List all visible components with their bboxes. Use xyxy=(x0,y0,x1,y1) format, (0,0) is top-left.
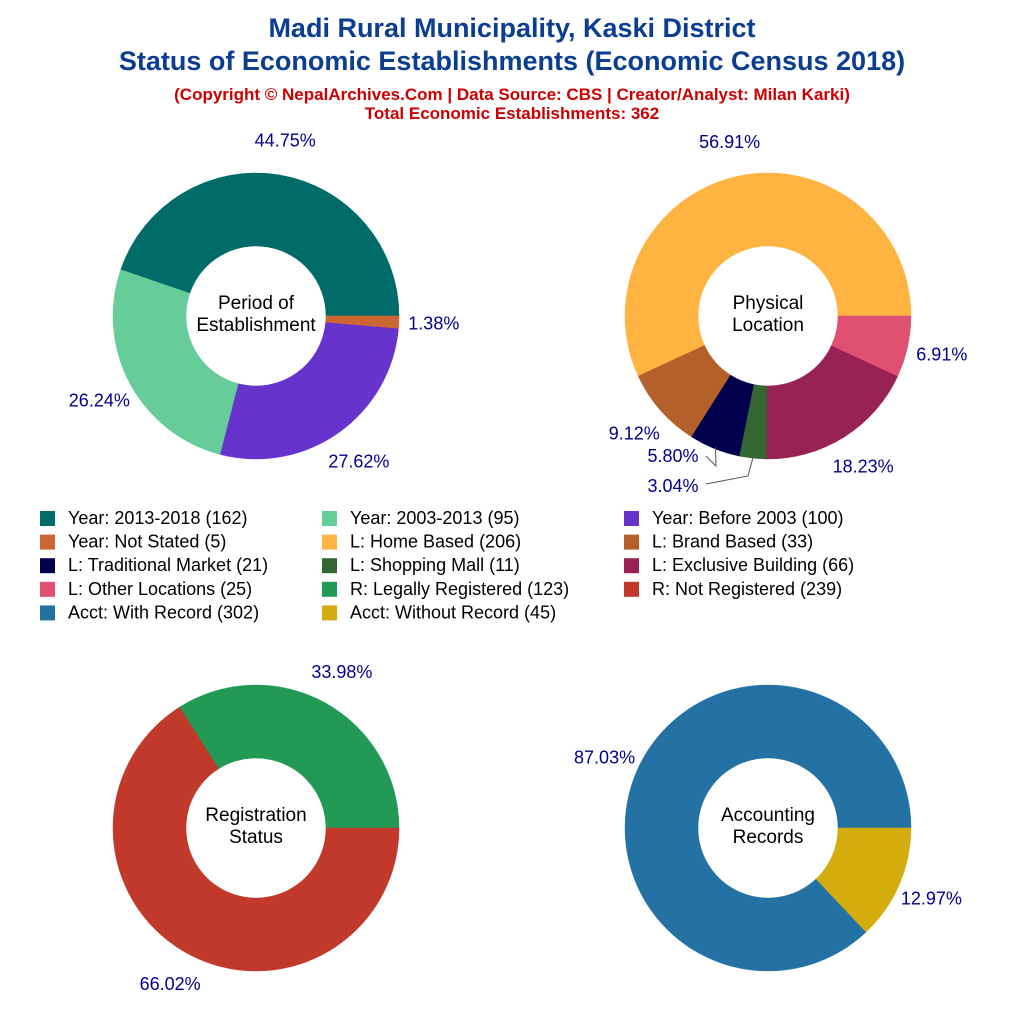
legend-swatch xyxy=(322,511,337,526)
legend-label: Year: Not Stated (5) xyxy=(68,532,226,552)
percent-label: 56.91% xyxy=(699,132,760,152)
percent-label: 27.62% xyxy=(328,451,389,471)
subtitle-line-2: Total Economic Establishments: 362 xyxy=(365,104,659,123)
legend-swatch xyxy=(40,605,55,621)
center-label: Accounting xyxy=(721,805,815,826)
legend-swatch xyxy=(322,558,337,574)
slice-year-2003-2013-95- xyxy=(112,269,239,455)
percent-label: 1.38% xyxy=(408,314,459,334)
slice-acct-with-record-302- xyxy=(624,684,912,972)
legend-item: L: Brand Based (33) xyxy=(624,532,813,552)
title-line-1: Madi Rural Municipality, Kaski District xyxy=(268,13,755,43)
legend-swatch xyxy=(40,558,55,574)
slice-year-not-stated-5- xyxy=(325,315,400,329)
subtitle-line-1: (Copyright © NepalArchives.Com | Data So… xyxy=(174,85,850,104)
legend-label: L: Brand Based (33) xyxy=(652,532,813,552)
legend-item: L: Exclusive Building (66) xyxy=(624,555,854,575)
slice-l-other-locations-25- xyxy=(831,315,912,377)
percent-label: 87.03% xyxy=(574,747,635,767)
legend-label: L: Shopping Mall (11) xyxy=(350,555,520,575)
legend-item: Year: 2003-2013 (95) xyxy=(322,508,519,528)
title-line-2: Status of Economic Establishments (Econo… xyxy=(119,46,905,76)
leader-line xyxy=(705,446,717,468)
center-label: Registration xyxy=(205,805,306,826)
legend-swatch xyxy=(624,511,639,526)
legend-item: Year: 2013-2018 (162) xyxy=(40,508,247,528)
center-label: Records xyxy=(733,827,804,848)
leader-line xyxy=(705,456,754,485)
percent-label: 44.75% xyxy=(255,130,316,150)
legend-item: R: Not Registered (239) xyxy=(624,579,842,599)
center-label: Status xyxy=(229,827,283,848)
legend-label: Acct: With Record (302) xyxy=(68,602,259,622)
center-label: Physical xyxy=(733,293,804,314)
donut-chart-2: 56.91% 9.12% 5.80% 3.04% 18.23% 6.91% Physical… xyxy=(609,132,968,496)
center-label: Period of xyxy=(218,293,295,314)
legend-item: L: Home Based (206) xyxy=(322,532,521,552)
slice-r-not-registered-239- xyxy=(112,706,400,972)
legend-item: L: Traditional Market (21) xyxy=(40,555,268,575)
center-label: Establishment xyxy=(196,315,316,336)
slice-year-2013-2018-162- xyxy=(120,172,400,317)
percent-label: 66.02% xyxy=(140,974,201,994)
legend-label: Year: 2003-2013 (95) xyxy=(350,508,519,528)
legend-label: L: Exclusive Building (66) xyxy=(652,555,854,575)
percent-label: 18.23% xyxy=(833,456,894,476)
legend-swatch xyxy=(624,534,639,550)
legend-item: R: Legally Registered (123) xyxy=(322,579,569,599)
percent-label: 6.91% xyxy=(916,344,967,364)
slice-year-before-2003-100- xyxy=(220,321,399,460)
legend-swatch xyxy=(624,581,639,597)
legend-item: Acct: With Record (302) xyxy=(40,602,259,622)
legend-item: Acct: Without Record (45) xyxy=(322,602,556,622)
slice-l-exclusive-building-66- xyxy=(766,345,899,460)
legend-swatch xyxy=(322,605,337,621)
percent-label: 33.98% xyxy=(311,662,372,682)
slice-r-legally-registered-123- xyxy=(179,684,400,829)
legend-label: Acct: Without Record (45) xyxy=(350,602,556,622)
legend-swatch xyxy=(40,511,55,526)
legend-swatch xyxy=(322,581,337,597)
percent-label: 5.80% xyxy=(647,446,698,466)
percent-label: 3.04% xyxy=(647,476,698,496)
legend-label: Year: 2013-2018 (162) xyxy=(68,508,247,528)
legend-item: Year: Before 2003 (100) xyxy=(624,508,843,528)
percent-label: 12.97% xyxy=(901,889,962,909)
legend-label: R: Legally Registered (123) xyxy=(350,579,569,599)
legend-label: L: Home Based (206) xyxy=(350,532,521,552)
legend-item: Year: Not Stated (5) xyxy=(40,532,226,552)
legend-item: L: Other Locations (25) xyxy=(40,579,252,599)
legend-swatch xyxy=(40,581,55,597)
center-label: Location xyxy=(732,315,804,336)
legend-label: L: Traditional Market (21) xyxy=(68,555,268,575)
percent-label: 26.24% xyxy=(69,391,130,411)
legend-label: R: Not Registered (239) xyxy=(652,579,842,599)
legend-swatch xyxy=(624,558,639,574)
legend-swatch xyxy=(40,534,55,550)
legend-swatch xyxy=(322,534,337,550)
slice-l-home-based-206- xyxy=(624,172,912,377)
legend-label: Year: Before 2003 (100) xyxy=(652,508,843,528)
slice-acct-without-record-45- xyxy=(815,827,912,933)
legend-item: L: Shopping Mall (11) xyxy=(322,555,520,575)
legend-label: L: Other Locations (25) xyxy=(68,579,252,599)
donut-chart-1: 44.75% 26.24% 27.62% 1.38% Period ofEstablis… xyxy=(69,130,460,471)
percent-label: 9.12% xyxy=(609,423,660,443)
